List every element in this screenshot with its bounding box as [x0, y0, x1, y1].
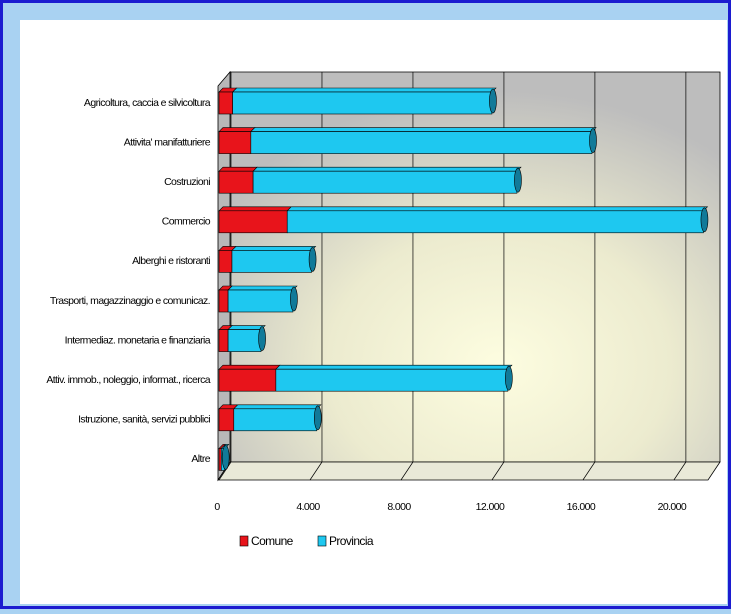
bars — [218, 87, 709, 471]
bar-top — [286, 206, 709, 212]
bar-cap — [700, 207, 709, 233]
x-tick-label: 8.000 — [387, 501, 411, 513]
grid-line-floor — [491, 461, 505, 481]
bar-top — [227, 285, 298, 291]
bar — [275, 368, 509, 392]
floor — [217, 461, 721, 481]
legend-label: Provincia — [329, 534, 374, 548]
y-tick-label: Alberghi e ristoranti — [132, 255, 210, 267]
bar — [218, 448, 222, 471]
bar-cap — [290, 286, 298, 312]
x-tick-label: 16.000 — [567, 501, 596, 513]
bar-cap — [514, 167, 522, 193]
bar — [232, 91, 493, 115]
y-tick-label: Agricoltura, caccia e silvicoltura — [84, 97, 211, 109]
bar-top — [275, 364, 513, 370]
y-tick-label: Commercio — [162, 216, 211, 228]
x-tick-label: 12.000 — [476, 501, 505, 513]
y-tick-label: Attivita' manifatturiere — [124, 136, 211, 148]
bar — [250, 131, 593, 154]
bar — [218, 329, 229, 352]
bar-cap — [221, 445, 230, 470]
bar-top — [218, 364, 281, 370]
bar-cap — [258, 326, 266, 351]
bar — [227, 329, 262, 352]
bar — [286, 210, 704, 234]
bar-cap — [589, 128, 597, 153]
y-tick-label: Trasporti, magazzinaggio e comunicaz. — [50, 295, 210, 307]
grid-line-floor — [218, 461, 232, 481]
bar-top — [227, 325, 266, 330]
y-tick-label: Istruzione, sanità, servizi pubblici — [78, 414, 210, 426]
bar-cap — [308, 247, 317, 272]
bar — [218, 131, 252, 154]
bar-top — [231, 246, 317, 251]
bar-cap — [505, 365, 513, 391]
bar-top — [218, 166, 258, 172]
bar — [218, 289, 229, 313]
bar-cap — [313, 405, 322, 431]
legend-swatch — [239, 535, 249, 547]
y-tick-label: Intermediaz. monetaria e finanziaria — [65, 334, 211, 346]
grid-line-floor — [673, 461, 687, 481]
bar — [218, 250, 233, 273]
bar — [233, 408, 318, 432]
bar — [231, 250, 312, 273]
y-tick-label: Costruzioni — [164, 176, 210, 188]
bar-top — [218, 206, 292, 212]
y-tick-label: Altre — [191, 453, 210, 465]
labels: 0 4.000 8.000 12.000 16.000 20.000 Agricoltura… — [46, 97, 687, 548]
y-tick-label: Attiv. immob., noleggio, informat., rice… — [46, 374, 210, 386]
bar-top — [252, 166, 522, 172]
grid-line-floor — [400, 461, 414, 481]
x-tick-label: 0 — [214, 501, 220, 513]
bar-top — [250, 127, 597, 132]
bar-top — [233, 404, 322, 410]
bar — [218, 368, 277, 392]
bar — [218, 210, 288, 234]
grid-line-floor — [582, 461, 596, 481]
bar — [227, 289, 294, 313]
bar — [252, 170, 518, 194]
legend-label: Comune — [251, 534, 294, 548]
bar-top — [231, 87, 497, 93]
bar-cap — [489, 88, 497, 114]
bar — [218, 170, 254, 194]
bar — [218, 91, 233, 115]
bar-top — [218, 127, 256, 132]
bar — [218, 408, 235, 432]
grid-line-floor — [309, 461, 323, 481]
x-tick-label: 20.000 — [658, 501, 687, 513]
legend-swatch — [317, 535, 327, 547]
x-tick-label: 4.000 — [296, 501, 320, 513]
